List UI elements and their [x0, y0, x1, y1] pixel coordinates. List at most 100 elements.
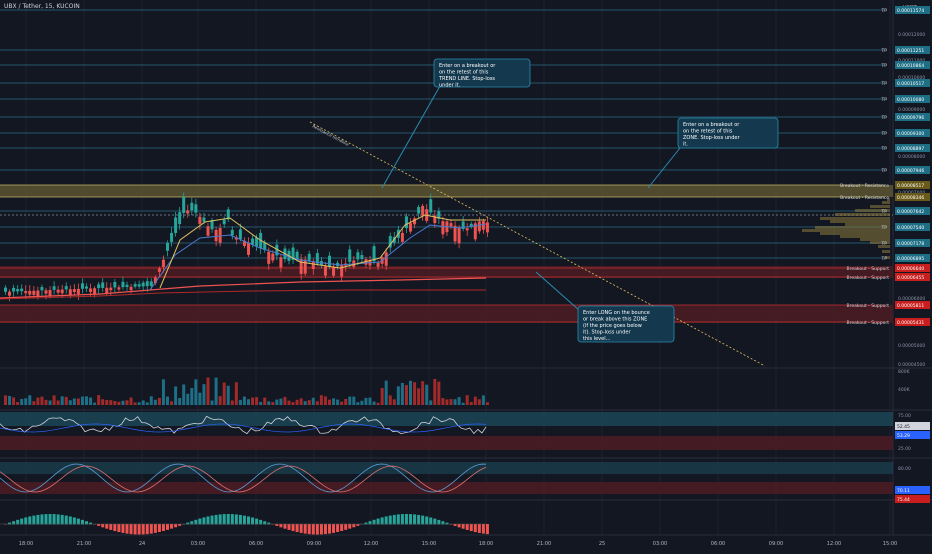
ma-line-yellow [159, 214, 486, 289]
macd-histogram-bar [125, 524, 129, 534]
price-axis-tick: 0.00012000 [898, 32, 925, 38]
volume-bar [356, 402, 360, 405]
volume-bar [311, 397, 315, 405]
volume-profile-bar [885, 256, 890, 259]
macd-histogram-bar [352, 524, 356, 528]
volume-bar [72, 398, 76, 405]
candle-body [295, 251, 299, 260]
volume-bar [121, 400, 125, 405]
candle-body [469, 223, 473, 226]
annotation-box[interactable] [677, 117, 779, 149]
volume-bar [323, 396, 327, 405]
volume-bar [429, 400, 433, 405]
time-axis-tick: 12:00 [827, 541, 841, 547]
annotation-text: it). Stop-loss under [583, 330, 631, 336]
volume-bar [396, 386, 400, 405]
candle-body [457, 228, 461, 244]
tp-price-text: 0.00011574 [897, 8, 924, 14]
macd-histogram-bar [129, 524, 133, 535]
time-axis-tick: 06:00 [249, 541, 263, 547]
macd-histogram-bar [413, 514, 417, 525]
time-axis-tick: 15:00 [422, 541, 436, 547]
volume-bar [198, 392, 202, 405]
macd-histogram-bar [303, 524, 307, 534]
macd-histogram-bar [230, 514, 234, 525]
volume-bar [125, 400, 129, 405]
rsi-line [0, 415, 487, 435]
macd-histogram-bar [473, 524, 477, 533]
volume-bar [247, 399, 250, 405]
rsi-overbought-band [0, 412, 893, 426]
volume-bar [433, 378, 437, 405]
macd-histogram-bar [340, 524, 344, 532]
volume-bar [299, 398, 303, 405]
candle-body [97, 284, 101, 289]
rsi-signal-line [0, 423, 487, 433]
tp-label: TP [881, 115, 888, 121]
candle-body [80, 283, 84, 289]
stoch-value-text: 70.11 [897, 488, 910, 494]
volume-axis-tick: 400K [898, 387, 911, 393]
symbol-title: UBX / Tether, 15, KUCOIN [4, 3, 80, 10]
candle-body [186, 210, 190, 214]
tp-label: TP [881, 225, 888, 231]
price-axis-tick: 0.00006000 [898, 296, 925, 302]
macd-histogram-bar [388, 515, 392, 525]
price-axis-tick: 0.00005000 [898, 343, 925, 349]
tp-price-text: 0.00009796 [897, 115, 924, 121]
volume-bar [481, 395, 485, 405]
annotation-text: Enter LONG on the bounce [583, 310, 650, 316]
macd-histogram-bar [344, 524, 348, 530]
macd-histogram-bar [28, 516, 32, 525]
macd-histogram-bar [117, 524, 121, 533]
candle-body [238, 229, 242, 240]
macd-histogram-bar [368, 521, 372, 525]
volume-bar [477, 399, 481, 405]
time-axis-tick: 03:00 [191, 541, 205, 547]
volume-bar [190, 388, 194, 405]
macd-histogram-bar [271, 524, 275, 525]
candle-body [178, 212, 182, 225]
candle-body [279, 257, 283, 268]
candle-body [56, 289, 60, 293]
annotation-box[interactable] [577, 305, 675, 343]
time-axis-tick: 12:00 [364, 541, 378, 547]
macd-histogram-bar [76, 518, 80, 525]
candle-body [28, 290, 32, 295]
candle-body [303, 259, 307, 274]
volume-bar [376, 402, 380, 405]
annotation-text: under it. [439, 83, 461, 89]
macd-histogram-bar [161, 524, 165, 532]
stoch-d-line [0, 465, 487, 493]
candle-body [68, 289, 72, 295]
volume-bar [89, 397, 93, 405]
candle-body [20, 288, 24, 292]
annotation-box[interactable] [433, 58, 531, 88]
time-axis-tick: 15:00 [883, 541, 897, 547]
candle-body [101, 282, 105, 288]
volume-bar [307, 400, 311, 405]
candle-body [376, 262, 380, 267]
volume-bar [409, 380, 412, 405]
volume-bar [178, 397, 182, 405]
macd-histogram-bar [404, 514, 408, 525]
candle-body [437, 211, 441, 219]
candle-body [60, 289, 64, 294]
macd-histogram-bar [477, 524, 481, 533]
volume-profile-bar [820, 232, 890, 235]
tp-label: TP [881, 8, 888, 14]
annotation-text: TREND LINE. Stop-loss [438, 76, 495, 82]
tp-price-text: 0.00008897 [897, 146, 924, 152]
candle-body [307, 253, 311, 261]
candle-body [328, 255, 331, 267]
volume-bar [267, 401, 271, 405]
volume-bar [226, 385, 230, 405]
candle-body [477, 221, 481, 232]
candle-body [441, 221, 445, 235]
time-axis-tick: 06:00 [711, 541, 725, 547]
candle-body [182, 197, 186, 213]
breakout-price-tag [895, 273, 930, 281]
volume-bar [437, 381, 441, 405]
